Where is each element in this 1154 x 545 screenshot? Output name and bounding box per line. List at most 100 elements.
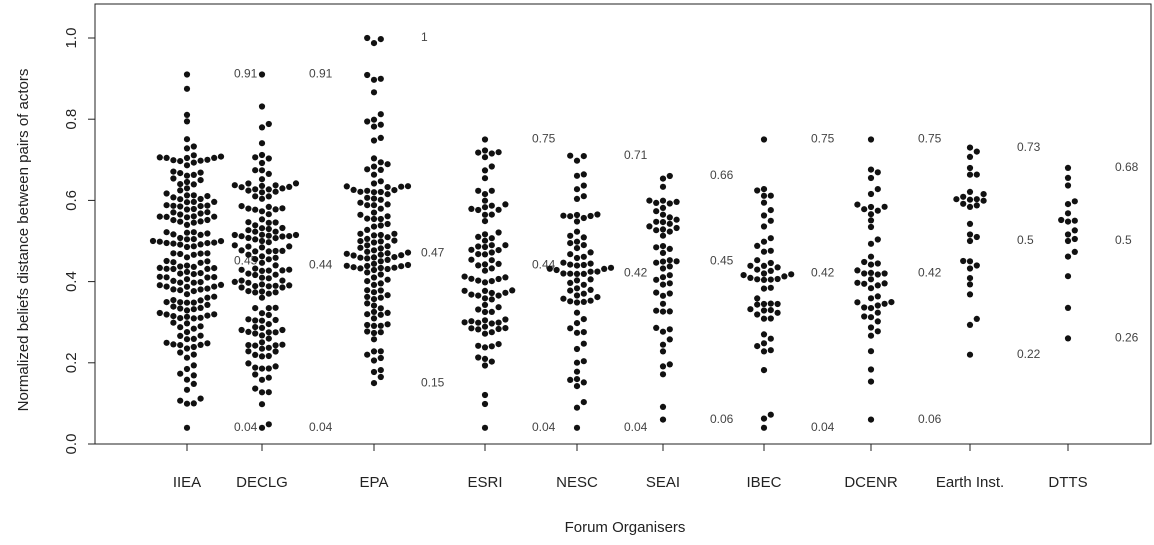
data-point <box>384 243 391 250</box>
data-point <box>370 116 378 123</box>
data-point <box>364 166 371 173</box>
data-point <box>272 247 279 255</box>
data-point <box>495 292 502 299</box>
data-point <box>258 274 266 281</box>
data-point <box>177 397 184 404</box>
y-tick-label: 0.4 <box>63 271 80 292</box>
category-label: DCENR <box>844 474 898 491</box>
data-point <box>567 232 574 239</box>
data-point <box>475 243 482 250</box>
data-point <box>364 321 371 329</box>
data-point <box>502 316 509 323</box>
data-point <box>258 151 266 159</box>
data-point <box>754 301 761 308</box>
data-point <box>245 234 252 242</box>
data-point <box>495 247 502 254</box>
data-point <box>587 297 594 304</box>
category-label: IBEC <box>746 474 781 491</box>
data-point <box>867 332 875 339</box>
data-point <box>580 182 587 189</box>
data-point <box>170 231 177 238</box>
data-point <box>364 278 371 285</box>
data-point <box>149 237 157 245</box>
data-point <box>370 348 378 355</box>
data-point <box>1058 216 1065 224</box>
data-point <box>760 248 768 255</box>
data-point <box>258 103 266 110</box>
data-point <box>252 305 259 312</box>
data-point <box>767 307 774 314</box>
data-point <box>197 279 204 286</box>
data-point <box>659 348 667 355</box>
data-point <box>245 360 252 367</box>
distribution-max-label: 0.75 <box>918 132 942 146</box>
data-point <box>258 365 266 372</box>
data-point <box>481 317 489 324</box>
data-point <box>258 389 266 396</box>
data-point <box>659 197 667 204</box>
data-point <box>659 265 667 272</box>
distribution-max-label: 0.71 <box>624 148 648 162</box>
data-point <box>177 315 184 322</box>
data-point <box>481 218 489 225</box>
data-point <box>258 259 266 266</box>
data-point <box>370 308 378 315</box>
data-point <box>163 213 170 220</box>
data-point <box>673 216 680 223</box>
data-point <box>204 240 211 247</box>
data-point <box>767 347 774 354</box>
data-point <box>502 325 509 332</box>
data-point <box>370 209 378 216</box>
data-point <box>211 239 218 246</box>
data-point <box>177 181 184 188</box>
data-point <box>874 271 881 278</box>
data-point <box>183 185 191 192</box>
data-point <box>774 275 781 283</box>
data-point <box>966 281 974 288</box>
data-point <box>238 247 245 254</box>
data-point <box>258 237 266 245</box>
data-point <box>170 202 177 209</box>
data-point <box>272 363 279 370</box>
data-point <box>495 206 502 213</box>
data-point <box>370 357 378 364</box>
data-point <box>177 332 184 339</box>
data-point <box>567 240 574 247</box>
data-point <box>653 244 660 251</box>
data-point <box>170 313 177 320</box>
data-point <box>163 311 170 318</box>
data-point <box>881 203 888 210</box>
data-point <box>659 403 667 410</box>
data-point <box>767 247 774 254</box>
data-point <box>252 228 259 235</box>
data-point <box>573 376 581 383</box>
data-point <box>475 187 482 194</box>
data-point <box>567 279 574 286</box>
distribution-max-label: 0.68 <box>1115 160 1139 174</box>
data-point <box>659 308 667 315</box>
data-point <box>468 205 475 212</box>
data-point <box>747 274 754 281</box>
data-point <box>258 376 266 383</box>
data-point <box>560 212 567 219</box>
data-point <box>190 372 197 379</box>
data-point <box>391 187 398 194</box>
data-point <box>488 202 495 209</box>
data-point <box>265 203 272 210</box>
data-point <box>258 216 266 223</box>
data-point <box>384 191 391 198</box>
data-point <box>488 211 495 218</box>
data-point <box>204 230 211 237</box>
category-label: DECLG <box>236 474 288 491</box>
data-point <box>760 270 768 277</box>
data-point <box>754 257 761 264</box>
category-label: SEAI <box>646 474 680 491</box>
data-point <box>1064 231 1072 238</box>
data-point <box>607 264 615 271</box>
data-point <box>881 270 888 277</box>
data-point <box>867 217 875 224</box>
data-point <box>646 197 653 204</box>
distribution-median-label: 0.42 <box>624 266 648 280</box>
data-point <box>874 186 881 193</box>
data-point <box>481 344 489 351</box>
